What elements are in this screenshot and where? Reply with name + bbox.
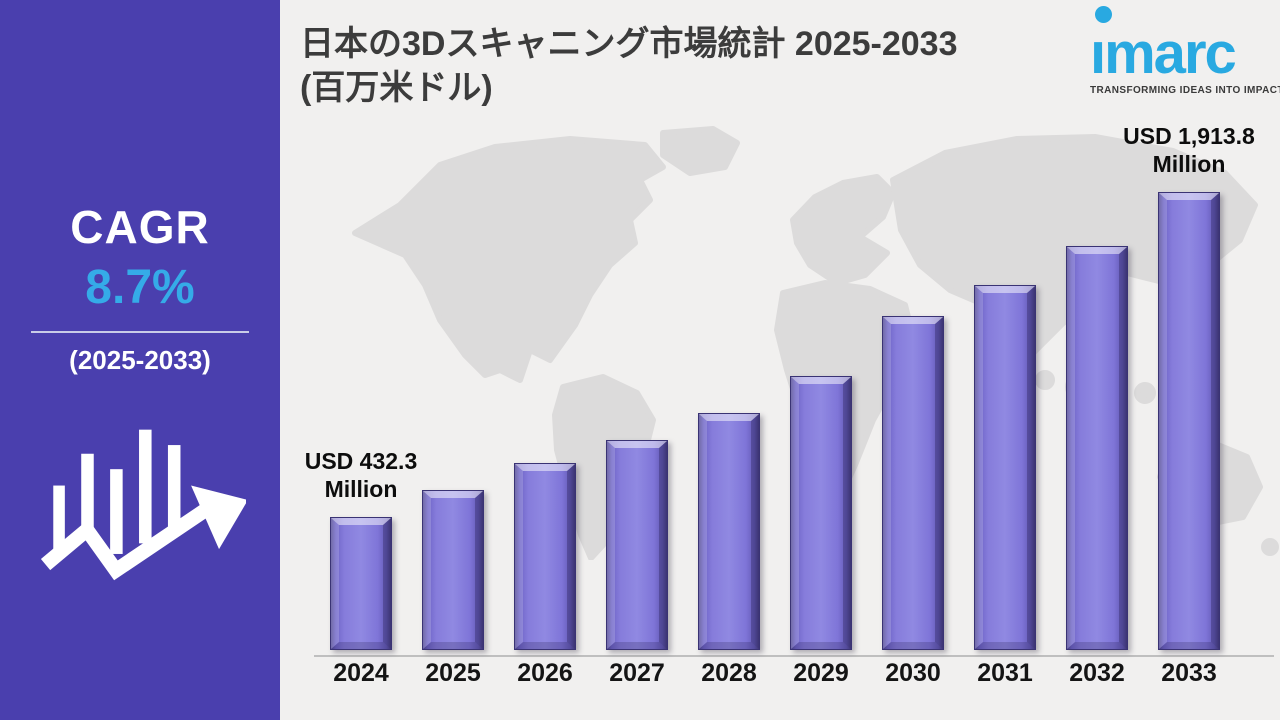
imarc-logo: ımarc TRANSFORMING IDEAS INTO IMPACT bbox=[1090, 6, 1280, 97]
bar-2027 bbox=[606, 440, 668, 650]
x-axis-label-2025: 2025 bbox=[425, 659, 481, 687]
x-axis-label-2027: 2027 bbox=[609, 659, 665, 687]
divider bbox=[31, 331, 249, 333]
bar-2033: USD 1,913.8 Million bbox=[1123, 123, 1255, 650]
bar-group-2032: 2032 bbox=[1066, 246, 1128, 688]
page-title: 日本の3Dスキャニング市場統計 2025-2033 (百万米ドル) bbox=[300, 22, 1070, 110]
x-axis-label-2024: 2024 bbox=[333, 659, 389, 687]
bar-group-2028: 2028 bbox=[698, 413, 760, 688]
logo-dot-icon bbox=[1095, 6, 1112, 23]
page-title-line2: (百万米ドル) bbox=[300, 69, 493, 108]
bar-chart: USD 432.3 Million 2024 2025 2026 2027 2028 202… bbox=[280, 0, 1280, 720]
x-axis-label-2031: 2031 bbox=[977, 659, 1033, 687]
bar-group-2026: 2026 bbox=[514, 463, 576, 688]
bar-chart-growth-arrow-icon bbox=[40, 429, 248, 581]
bar-2025 bbox=[422, 490, 484, 650]
bar-2026 bbox=[514, 463, 576, 650]
bar-2028 bbox=[698, 413, 760, 650]
bar-group-2027: 2027 bbox=[606, 440, 668, 688]
cagr-value: 8.7% bbox=[85, 261, 195, 314]
bar-2032 bbox=[1066, 246, 1128, 650]
x-axis-label-2028: 2028 bbox=[701, 659, 757, 687]
bar-2024: USD 432.3 Million bbox=[305, 448, 417, 650]
bars-row: USD 432.3 Million 2024 2025 2026 2027 2028 202… bbox=[305, 123, 1255, 688]
bar-group-2029: 2029 bbox=[790, 376, 852, 688]
bar-2029 bbox=[790, 376, 852, 650]
x-axis-label-2033: 2033 bbox=[1161, 659, 1217, 687]
cagr-label: CAGR bbox=[70, 201, 210, 253]
page-title-line1: 日本の3Dスキャニング市場統計 2025-2033 bbox=[300, 25, 958, 63]
bar-value-label-2024: USD 432.3 Million bbox=[304, 447, 418, 503]
x-axis-label-2026: 2026 bbox=[517, 659, 573, 687]
cagr-panel: CAGR 8.7% (2025-2033) bbox=[0, 0, 280, 720]
imarc-logo-word: ımarc bbox=[1090, 6, 1237, 83]
bar-group-2024: USD 432.3 Million 2024 bbox=[305, 448, 418, 688]
bar-group-2033: USD 1,913.8 Million 2033 bbox=[1123, 123, 1255, 688]
imarc-logo-tagline: TRANSFORMING IDEAS INTO IMPACT bbox=[1090, 85, 1280, 97]
bar-value-label-2033: USD 1,913.8 Million bbox=[1123, 122, 1255, 178]
x-axis-label-2032: 2032 bbox=[1069, 659, 1125, 687]
x-axis-label-2030: 2030 bbox=[885, 659, 941, 687]
bar-2031 bbox=[974, 285, 1036, 650]
bar-2030 bbox=[882, 316, 944, 650]
cagr-period: (2025-2033) bbox=[69, 345, 211, 375]
bar-group-2025: 2025 bbox=[422, 490, 484, 688]
bar-group-2031: 2031 bbox=[974, 285, 1036, 688]
bar-group-2030: 2030 bbox=[882, 316, 944, 688]
x-axis-baseline bbox=[314, 655, 1274, 657]
x-axis-label-2029: 2029 bbox=[793, 659, 849, 687]
